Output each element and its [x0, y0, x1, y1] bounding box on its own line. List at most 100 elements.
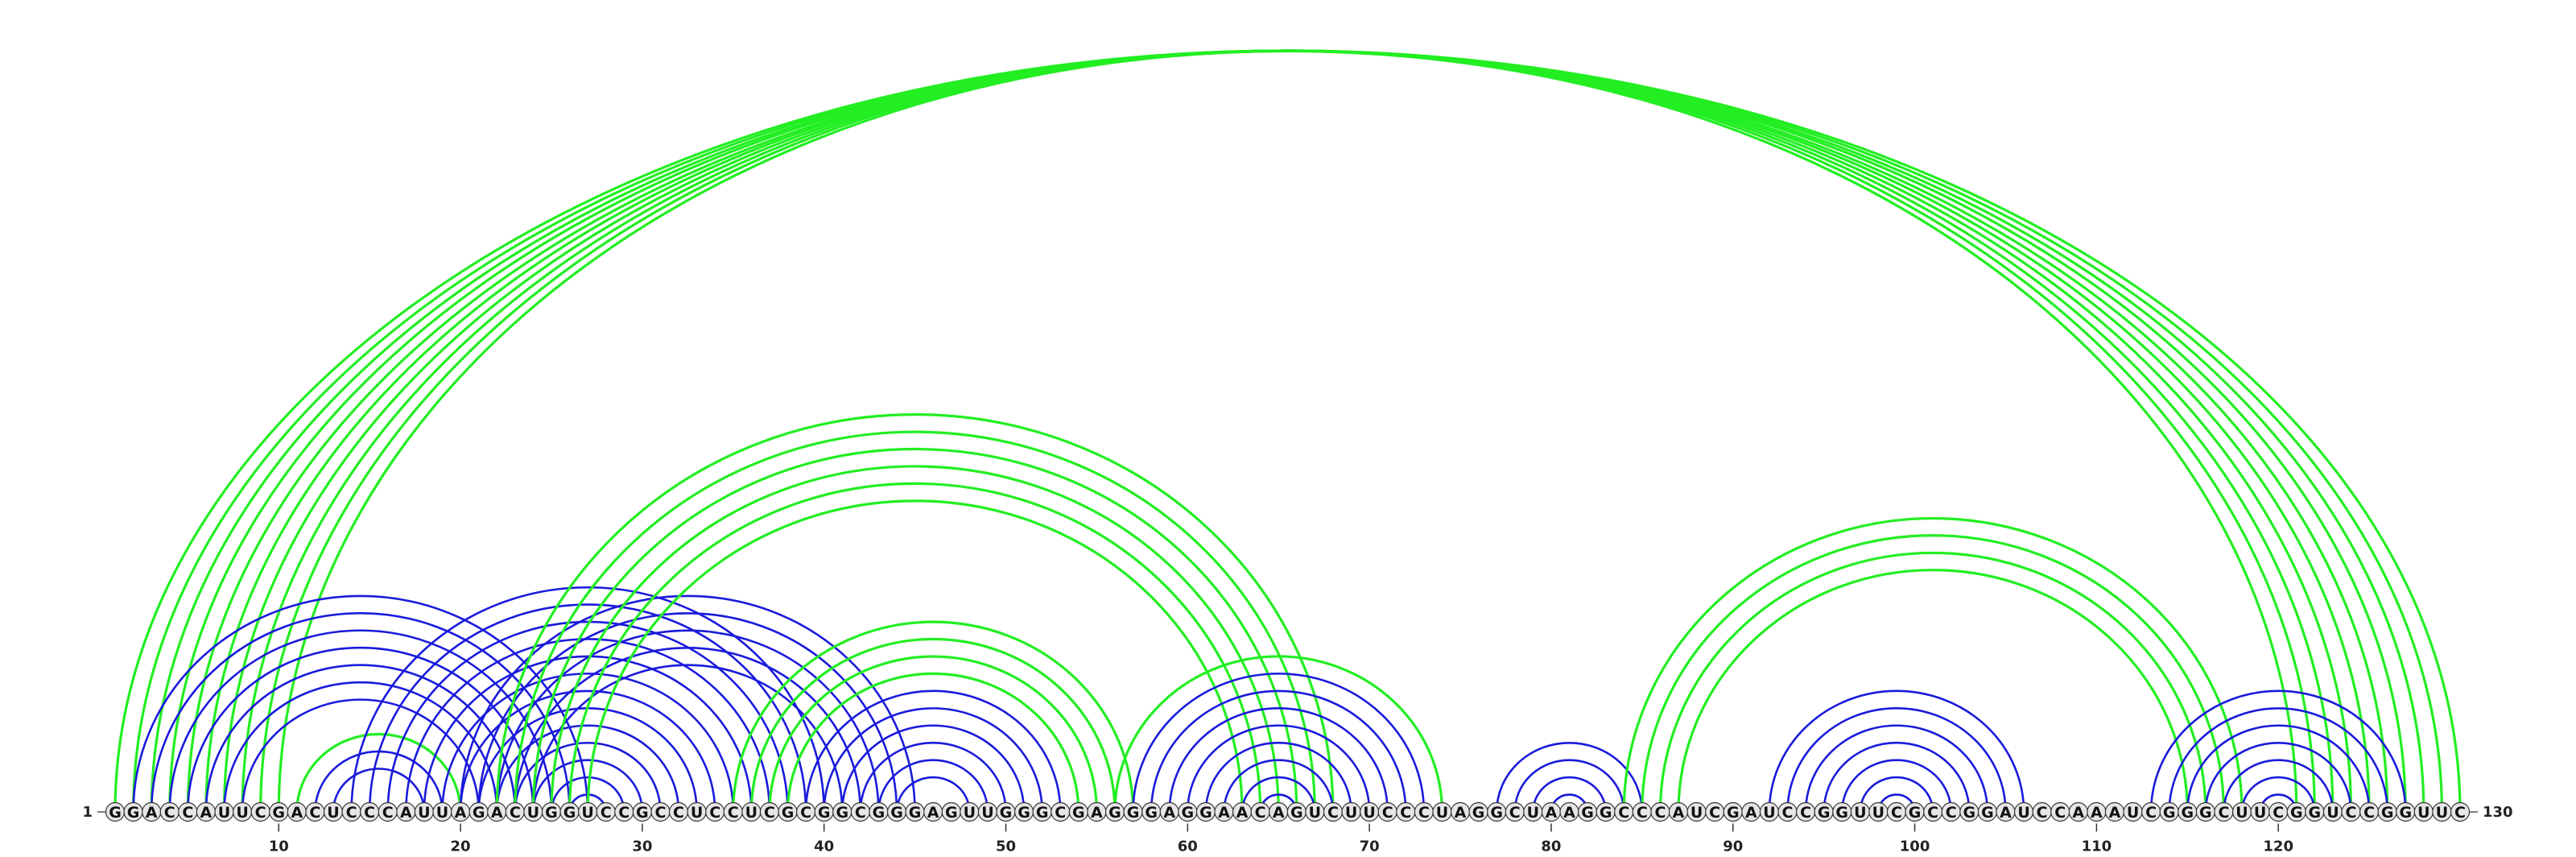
nucleotide-125: C: [2359, 801, 2380, 822]
nucleotide-letter: C: [1800, 804, 1811, 822]
nucleotide-123: U: [2322, 801, 2343, 822]
nucleotide-74: U: [1432, 801, 1452, 822]
nucleotide-88: U: [1686, 801, 1707, 822]
nucleotide-letter: G: [564, 804, 576, 822]
nucleotide-letter: A: [2091, 804, 2103, 822]
nucleotide-20: A: [450, 801, 471, 822]
nucleotide-letter: G: [2199, 804, 2212, 822]
nucleotide-22: A: [487, 801, 507, 822]
nucleotide-90: G: [1723, 801, 1743, 822]
base-pair-arc-84-118: [1624, 519, 2242, 812]
nucleotide-letter: A: [2109, 804, 2121, 822]
nucleotide-98: U: [1868, 801, 1889, 822]
nucleotide-91: A: [1741, 801, 1761, 822]
nucleotide-71: C: [1377, 801, 1397, 822]
nucleotide-76: G: [1468, 801, 1488, 822]
base-pair-arc-25-65: [550, 465, 1280, 813]
nucleotide-letter: C: [255, 804, 266, 822]
nucleotide-letter: U: [236, 804, 248, 822]
nucleotide-103: G: [1959, 801, 1979, 822]
nucleotide-letter: U: [2235, 804, 2248, 822]
nucleotide-letter: G: [1600, 804, 1612, 822]
nucleotide-24: U: [523, 801, 543, 822]
tick-label: 50: [996, 838, 1016, 855]
nucleotide-letter: G: [1108, 804, 1121, 822]
nucleotide-114: G: [2159, 801, 2179, 822]
nucleotide-25: G: [541, 801, 562, 822]
nucleotide-52: G: [1032, 801, 1052, 822]
nucleotide-letter: C: [2363, 804, 2375, 822]
nucleotide-60: G: [1178, 801, 1198, 822]
nucleotide-letter: G: [1581, 804, 1594, 822]
nucleotide-letter: C: [1382, 804, 1393, 822]
tick-50: 50: [996, 823, 1016, 855]
base-pair-arc-15-39: [368, 604, 807, 813]
nucleotide-58: G: [1141, 801, 1162, 822]
nucleotide-letter: U: [1345, 804, 1357, 822]
nucleotide-letter: G: [1036, 804, 1049, 822]
nucleotide-120: C: [2268, 801, 2289, 822]
base-pair-arc-23-31: [514, 742, 662, 813]
arc-layer: [114, 49, 2462, 813]
nucleotide-45: G: [905, 801, 925, 822]
nucleotide-94: C: [1795, 801, 1816, 822]
base-pair-arc-35-57: [732, 620, 1135, 813]
base-pair-arc-57-73: [1132, 673, 1426, 813]
nucleotide-letter: C: [618, 804, 630, 822]
nucleotide-126: G: [2377, 801, 2397, 822]
nucleotide-letter: U: [1763, 804, 1775, 822]
nucleotide-letter: G: [272, 804, 285, 822]
nucleotide-56: G: [1104, 801, 1125, 822]
nucleotide-17: A: [396, 801, 416, 822]
nucleotide-letter: U: [2326, 804, 2339, 822]
tick-110: 110: [2082, 823, 2112, 855]
nucleotide-letter: C: [1618, 804, 1629, 822]
nucleotide-letter: G: [1981, 804, 1994, 822]
nucleotide-letter: U: [218, 804, 230, 822]
nucleotide-27: U: [578, 801, 598, 822]
nucleotide-letter: U: [745, 804, 758, 822]
nucleotide-40: G: [814, 801, 834, 822]
base-pair-arc-63-67: [1241, 776, 1316, 813]
nucleotide-75: A: [1450, 801, 1471, 822]
nucleotide-102: C: [1941, 801, 1961, 822]
nucleotide-101: C: [1923, 801, 1943, 822]
nucleotide-116: G: [2195, 801, 2215, 822]
nucleotide-21: G: [469, 801, 489, 822]
base-pair-arc-85-117: [1642, 536, 2224, 812]
nucleotide-letter: C: [2037, 804, 2048, 822]
nucleotide-66: G: [1286, 801, 1307, 822]
nucleotide-letter: C: [164, 804, 175, 822]
base-pair-arc-25-29: [550, 776, 625, 813]
nucleotide-letter: U: [2254, 804, 2266, 822]
nucleotide-letter: G: [473, 804, 485, 822]
base-pair-arc-23-42: [514, 646, 862, 813]
nucleotide-letter: C: [346, 804, 357, 822]
tick-label: 60: [1178, 838, 1198, 855]
nucleotide-letter: A: [1163, 804, 1175, 822]
nucleotide-1: G: [105, 801, 126, 822]
nucleotide-118: U: [2231, 801, 2252, 822]
nucleotide-letter: C: [601, 804, 612, 822]
nucleotide-121: G: [2286, 801, 2306, 822]
base-pair-arc-22-43: [495, 629, 880, 813]
nucleotide-letter: U: [1363, 804, 1375, 822]
tick-label: 90: [1723, 838, 1743, 855]
tick-60: 60: [1178, 823, 1198, 855]
nucleotide-115: G: [2178, 801, 2198, 822]
nucleotide-letter: G: [636, 804, 649, 822]
tick-label: 120: [2263, 838, 2293, 855]
base-pair-arc-8-123: [241, 49, 2334, 813]
nucleotide-51: G: [1013, 801, 1034, 822]
nucleotide-letter: A: [491, 804, 503, 822]
base-pair-arc-62-68: [1223, 760, 1335, 813]
nucleotide-38: G: [778, 801, 798, 822]
base-pair-arc-43-49: [877, 759, 989, 813]
base-pair-arc-20-45: [459, 595, 916, 813]
tick-120: 120: [2263, 823, 2293, 855]
base-pair-arc-95-103: [1823, 742, 1971, 813]
nucleotide-6: A: [196, 801, 217, 822]
nucleotide-44: G: [886, 801, 907, 822]
nucleotide-letter: G: [109, 804, 122, 822]
